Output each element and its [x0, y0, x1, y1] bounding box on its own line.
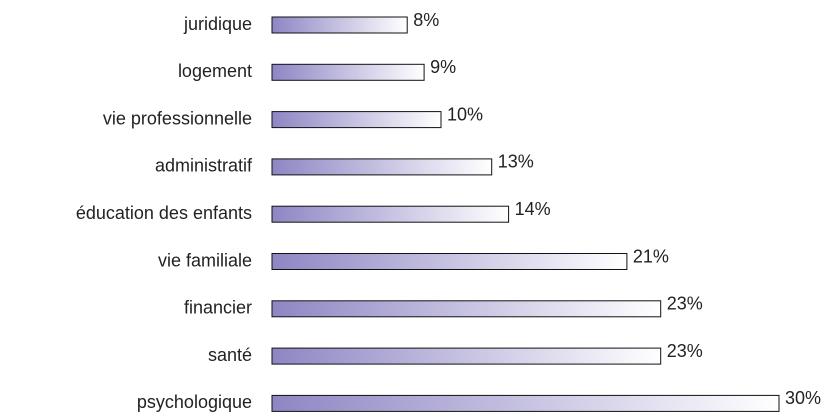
- bar: [271, 205, 510, 223]
- value-label: 9%: [430, 57, 456, 77]
- bar: [271, 111, 442, 129]
- category-label: logement: [178, 61, 252, 81]
- category-label: vie professionnelle: [103, 108, 252, 128]
- bar: [271, 16, 408, 34]
- category-label: psychologique: [137, 392, 252, 412]
- value-label: 13%: [498, 152, 534, 172]
- category-label: vie familiale: [158, 250, 252, 270]
- category-label: éducation des enfants: [76, 203, 252, 223]
- value-label: 21%: [633, 246, 669, 266]
- bar: [271, 347, 662, 365]
- category-label: juridique: [183, 14, 252, 34]
- bar: [271, 253, 628, 270]
- bar: [271, 394, 780, 412]
- category-label: santé: [208, 345, 252, 365]
- value-label: 23%: [667, 294, 703, 314]
- value-label: 23%: [667, 341, 703, 361]
- value-label: 10%: [447, 104, 483, 124]
- bar: [271, 300, 662, 318]
- value-label: 30%: [785, 388, 821, 408]
- value-label: 8%: [413, 10, 439, 30]
- category-label: administratif: [155, 156, 253, 176]
- bar: [271, 63, 425, 81]
- value-label: 14%: [515, 199, 551, 219]
- category-label: financier: [184, 298, 252, 318]
- bar: [271, 158, 493, 176]
